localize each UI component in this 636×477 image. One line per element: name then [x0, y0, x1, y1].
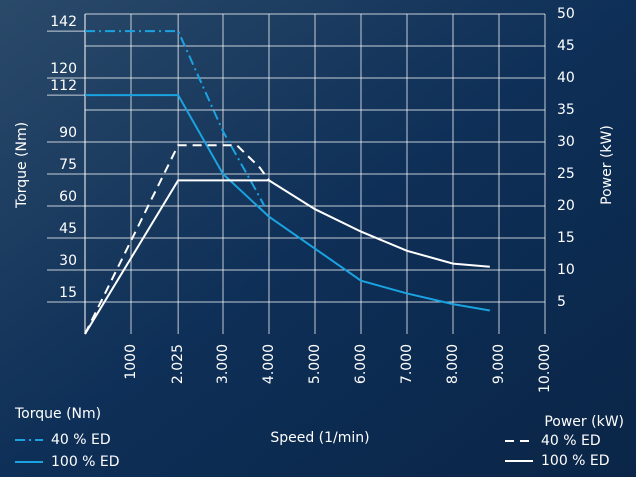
y-tick-label: 45	[59, 221, 77, 237]
legend-label: 100 % ED	[541, 453, 610, 469]
legend-label: 40 % ED	[51, 432, 111, 448]
x-tick-label: 2.025	[170, 344, 186, 384]
x-tick-label: 9.000	[491, 344, 507, 384]
legend-title: Torque (Nm)	[14, 406, 101, 422]
legend-label: 100 % ED	[51, 454, 120, 470]
x-tick-label: 6.000	[353, 344, 369, 384]
y-tick-label: 75	[59, 157, 77, 173]
x-tick-label: 4.000	[261, 344, 277, 384]
y-tick-label: 120	[50, 61, 77, 77]
x-tick-label: 1000	[123, 344, 139, 380]
x-tick-label: 8.000	[445, 344, 461, 384]
y-tick-label: 60	[59, 189, 77, 205]
y2-tick-label: 25	[557, 166, 575, 182]
x-tick-label: 10.000	[537, 344, 553, 393]
x-tick-label: 5.000	[307, 344, 323, 384]
legend-label: 40 % ED	[541, 433, 601, 449]
y2-tick-label: 50	[557, 6, 575, 22]
x-axis-label: Speed (1/min)	[270, 430, 369, 446]
y2-tick-label: 5	[557, 294, 566, 310]
y2-tick-label: 20	[557, 198, 575, 214]
y2-tick-label: 45	[557, 38, 575, 54]
y-tick-label: 90	[59, 125, 77, 141]
y-tick-label: 142	[50, 14, 77, 30]
y2-axis-label: Power (kW)	[599, 125, 615, 205]
y2-tick-label: 15	[557, 230, 575, 246]
x-tick-label: 3.000	[215, 344, 231, 384]
y-tick-label: 112	[50, 78, 77, 94]
y2-tick-label: 40	[557, 70, 575, 86]
y2-tick-label: 35	[557, 102, 575, 118]
x-tick-label: 7.000	[399, 344, 415, 384]
legend-title: Power (kW)	[544, 414, 624, 430]
y2-tick-label: 30	[557, 134, 575, 150]
y-tick-label: 30	[59, 253, 77, 269]
y-tick-label: 15	[59, 285, 77, 301]
y-axis-label: Torque (Nm)	[14, 122, 30, 209]
y2-tick-label: 10	[557, 262, 575, 278]
chart: Torque (Nm) Power (kW) Speed (1/min) Tor…	[0, 0, 636, 477]
